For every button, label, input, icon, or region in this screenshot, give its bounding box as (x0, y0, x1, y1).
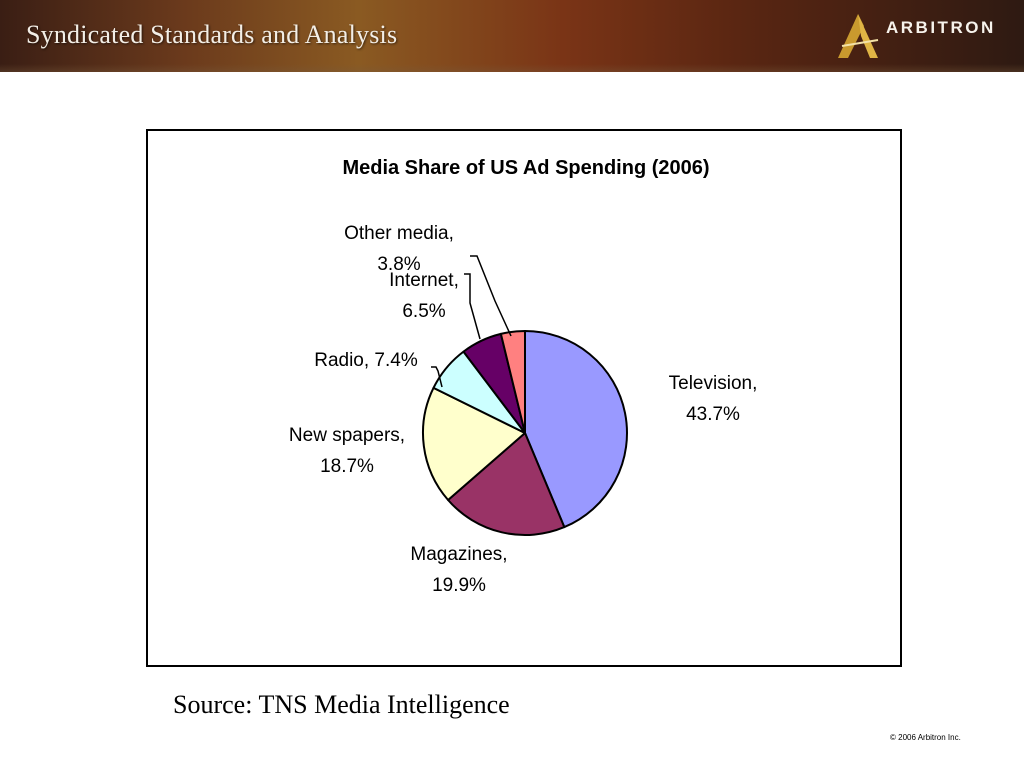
leader-lines (431, 255, 512, 388)
header-banner: Syndicated Standards and Analysis ARBITR… (0, 0, 1024, 72)
banner-title: Syndicated Standards and Analysis (26, 20, 398, 49)
chart-frame: Media Share of US Ad Spending (2006) Tel… (146, 129, 902, 667)
leader-line-3 (431, 366, 443, 388)
slice-label-line: 6.5% (402, 301, 445, 322)
pie-slice-1 (447, 432, 566, 536)
slice-label-5: Other media, 3.8% (344, 223, 454, 275)
leader-line-4 (464, 273, 481, 340)
slice-label-3: Radio, 7.4% (314, 350, 418, 371)
slice-label-1: Magazines, 19.9% (410, 544, 507, 596)
slice-label-0: Television, 43.7% (669, 373, 758, 425)
slice-label-line: Television, (669, 373, 758, 394)
copyright-note: © 2006 Arbitron Inc. (890, 733, 961, 742)
slice-label-line: New spapers, (289, 425, 405, 446)
pie-slice-5 (499, 330, 526, 434)
arbitron-logo: ARBITRON (834, 10, 1014, 62)
slice-label-line: Internet, (389, 270, 459, 291)
slice-label-line: 19.9% (432, 575, 486, 596)
pie-chart: Media Share of US Ad Spending (2006) Tel… (289, 157, 757, 596)
slice-label-line: 18.7% (320, 456, 374, 477)
slice-label-line: 43.7% (686, 404, 740, 425)
slice-label-line: Magazines, (410, 544, 507, 565)
slice-label-line: 3.8% (377, 254, 420, 275)
slice-label-line: Radio, 7.4% (314, 350, 418, 371)
slice-label-4: Internet, 6.5% (389, 270, 459, 322)
slice-labels: Television, 43.7% Magazines, 19.9% New spape… (289, 223, 757, 596)
pie-slices (422, 330, 628, 536)
logo-mark-icon (838, 14, 879, 58)
slice-label-line: Other media, (344, 223, 454, 244)
chart-title: Media Share of US Ad Spending (2006) (342, 157, 709, 179)
leader-line-5 (470, 255, 512, 337)
pie-slice-2 (422, 386, 526, 501)
logo-text: ARBITRON (886, 18, 996, 37)
slice-label-2: New spapers, 18.7% (289, 425, 405, 477)
source-note: Source: TNS Media Intelligence (173, 690, 510, 719)
pie-slice-0 (524, 330, 628, 529)
